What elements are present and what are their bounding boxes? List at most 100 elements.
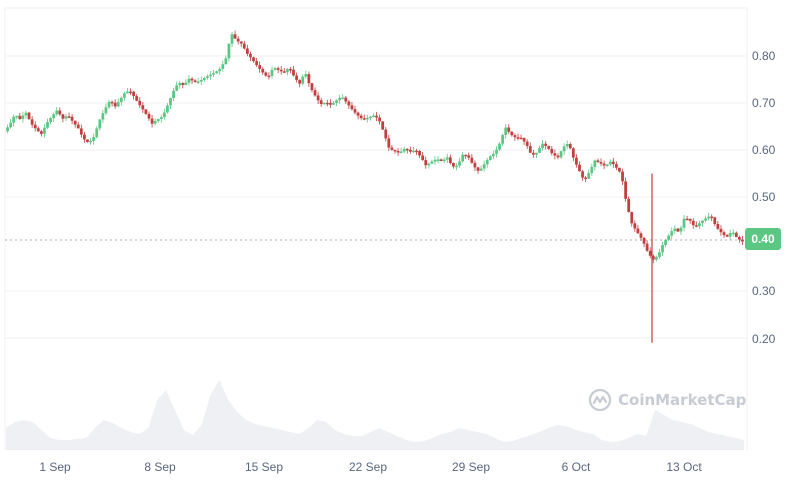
candle-body	[196, 81, 200, 83]
candle-body	[329, 102, 332, 105]
candle-body	[578, 164, 581, 172]
y-tick-label: 0.30	[752, 284, 776, 298]
candle-body	[565, 144, 569, 147]
candle-body	[236, 38, 240, 42]
candle-body	[384, 129, 388, 139]
candle-body	[479, 168, 483, 171]
candle-body	[350, 105, 354, 110]
candle-body	[433, 159, 437, 162]
candle-body	[507, 127, 511, 132]
candle-body	[698, 223, 701, 227]
candle-body	[550, 148, 554, 154]
candle-body	[175, 85, 179, 91]
candle-body	[464, 154, 468, 157]
candle-body	[356, 112, 360, 116]
candle-body	[212, 73, 215, 75]
candle-body	[544, 143, 548, 146]
candle-body	[393, 149, 397, 152]
candle-body	[92, 137, 96, 141]
candle-body	[399, 151, 403, 153]
candle-body	[86, 139, 89, 142]
candle-body	[535, 152, 538, 155]
candle-body	[73, 120, 77, 125]
candle-body	[95, 128, 99, 138]
candle-body	[359, 115, 363, 119]
candle-body	[24, 112, 28, 116]
candle-body	[295, 75, 298, 80]
candle-body	[347, 101, 351, 106]
candle-body	[279, 69, 283, 72]
candle-body	[101, 113, 105, 120]
candle-body	[338, 97, 342, 101]
candle-body	[178, 83, 182, 86]
candle-body	[639, 233, 643, 238]
candle-body	[605, 164, 609, 167]
candle-body	[436, 159, 440, 161]
candle-body	[239, 41, 243, 44]
candle-body	[83, 134, 86, 140]
candle-body	[138, 100, 142, 106]
candle-body	[513, 135, 517, 138]
candle-body	[405, 148, 409, 151]
candle-body	[153, 121, 157, 124]
candle-body	[307, 74, 311, 84]
candle-body	[298, 79, 302, 84]
candle-body	[658, 252, 661, 257]
candle-body	[46, 121, 49, 128]
candlestick-series[interactable]	[6, 30, 744, 343]
candle-body	[510, 131, 514, 136]
candle-body	[381, 121, 385, 130]
watermark-text: CoinMarketCap	[618, 391, 747, 409]
candle-body	[199, 80, 203, 82]
candle-body	[67, 116, 71, 118]
candle-body	[682, 218, 686, 228]
candle-body	[590, 166, 594, 174]
candle-body	[107, 101, 111, 108]
x-tick-label: 29 Sep	[451, 460, 491, 474]
candle-body	[452, 162, 455, 167]
candle-body	[365, 117, 369, 120]
candle-body	[427, 163, 431, 166]
candle-body	[688, 218, 692, 221]
candle-body	[249, 53, 252, 58]
candle-body	[645, 243, 649, 251]
candle-body	[728, 233, 732, 237]
candle-body	[313, 90, 317, 96]
candle-body	[206, 76, 209, 78]
candle-body	[581, 171, 584, 178]
candle-body	[76, 124, 80, 129]
coinmarketcap-logo-icon	[588, 388, 612, 412]
candle-body	[667, 235, 671, 240]
candle-body	[685, 218, 689, 221]
gridlines	[5, 55, 747, 339]
candle-body	[738, 237, 741, 240]
candle-body	[731, 232, 735, 235]
candle-body	[627, 198, 631, 213]
candle-body	[135, 96, 139, 101]
x-tick-label: 6 Oct	[561, 460, 591, 474]
candle-body	[473, 162, 477, 168]
candle-body	[679, 227, 683, 232]
candle-body	[39, 131, 43, 134]
candle-body	[415, 150, 418, 153]
candle-body	[654, 256, 658, 260]
candle-body	[408, 149, 412, 152]
candle-body	[172, 90, 175, 99]
chart-frame	[4, 7, 748, 450]
candle-body	[593, 160, 597, 167]
candle-body	[227, 43, 231, 59]
candle-body	[202, 77, 206, 81]
x-tick-label: 1 Sep	[39, 460, 71, 474]
candle-body	[722, 232, 726, 236]
candle-body	[301, 76, 305, 84]
candle-body	[190, 78, 194, 81]
volume-area-path	[6, 380, 744, 450]
candle-body	[575, 157, 578, 165]
candle-body	[325, 102, 329, 105]
candle-body	[618, 167, 621, 172]
candle-body	[495, 149, 498, 154]
candle-body	[316, 95, 320, 101]
candle-body	[55, 110, 59, 115]
candle-body	[670, 231, 674, 236]
